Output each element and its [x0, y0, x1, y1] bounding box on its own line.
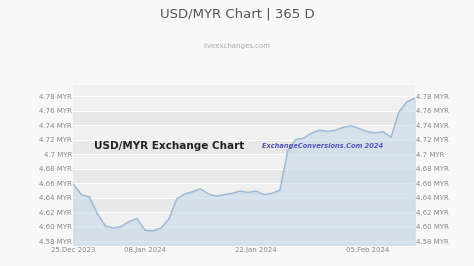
- Bar: [73, 227, 415, 241]
- Bar: [73, 198, 415, 212]
- Bar: [73, 110, 415, 125]
- Bar: [73, 183, 415, 198]
- Text: USD/MYR Exchange Chart: USD/MYR Exchange Chart: [94, 141, 244, 151]
- Text: ExchangeConversions.Com 2024: ExchangeConversions.Com 2024: [262, 143, 383, 149]
- Bar: [73, 169, 415, 183]
- Bar: [73, 140, 415, 154]
- Bar: [73, 212, 415, 227]
- Text: USD/MYR Chart | 365 D: USD/MYR Chart | 365 D: [160, 8, 314, 21]
- Bar: [73, 96, 415, 110]
- Text: liveexchanges.com: liveexchanges.com: [203, 43, 271, 49]
- Bar: [73, 154, 415, 169]
- Bar: [73, 125, 415, 140]
